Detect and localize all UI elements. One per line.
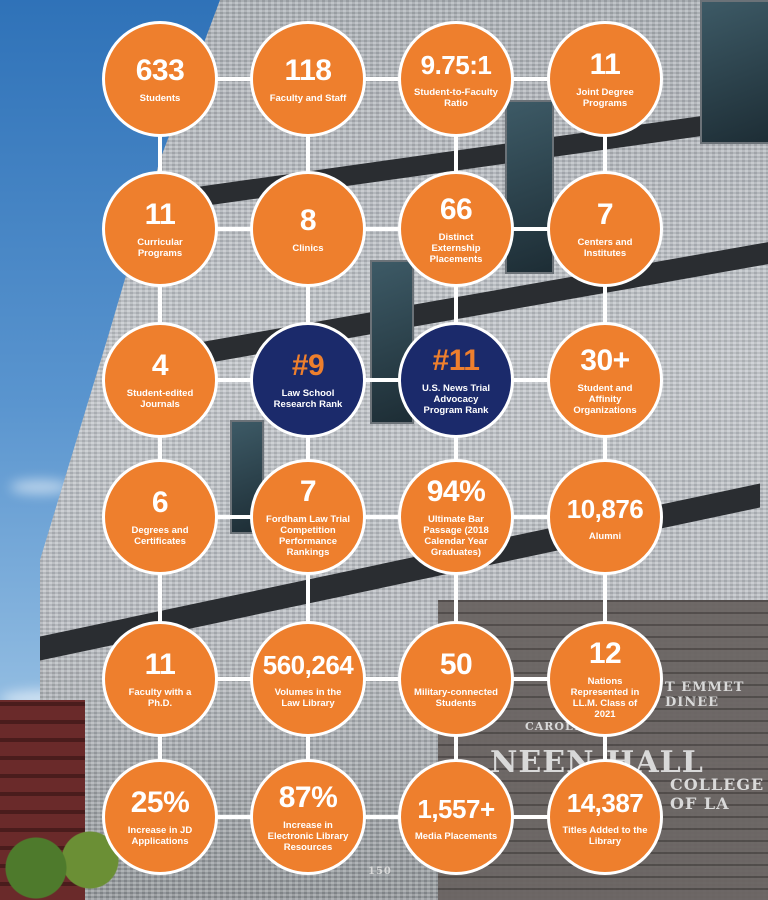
stat-label: Distinct Externship Placements bbox=[429, 231, 483, 265]
stat-label: Joint Degree Programs bbox=[576, 87, 634, 109]
stat-label: Student and Affinity Organizations bbox=[573, 382, 637, 416]
cloud bbox=[10, 480, 70, 494]
stat-label: Media Placements bbox=[414, 830, 498, 842]
stat-label: Student-to-Faculty Ratio bbox=[414, 87, 498, 109]
stat-circle: 12 Nations Represented in LL.M. Class of … bbox=[547, 621, 663, 737]
stat-circle: 10,876 Alumni bbox=[547, 459, 663, 575]
stat-value: 7 bbox=[299, 475, 317, 508]
stat-value: 30+ bbox=[580, 343, 630, 377]
stat-value: 12 bbox=[588, 637, 622, 670]
stat-circle: 4 Student-edited Journals bbox=[102, 322, 218, 438]
stat-circle: 7 Fordham Law Trial Competition Performan… bbox=[250, 459, 366, 575]
stat-label: Degrees and Certificates bbox=[131, 525, 189, 547]
stat-circle: 14,387 Titles Added to the Library bbox=[547, 759, 663, 875]
stat-circle: 6 Degrees and Certificates bbox=[102, 459, 218, 575]
stat-value: 560,264 bbox=[262, 650, 354, 680]
stat-circle: 11 Joint Degree Programs bbox=[547, 21, 663, 137]
stat-value: 10,876 bbox=[566, 493, 644, 524]
stat-circle: 66 Distinct Externship Placements bbox=[398, 171, 514, 287]
stat-value: 25% bbox=[130, 786, 190, 819]
stat-circle: 11 Curricular Programs bbox=[102, 171, 218, 287]
stat-value: 118 bbox=[284, 53, 332, 87]
stat-value: 1,557+ bbox=[417, 793, 495, 824]
stat-circle: 30+ Student and Affinity Organizations bbox=[547, 322, 663, 438]
stat-value: #9 bbox=[291, 349, 325, 382]
stat-value: 8 bbox=[299, 203, 317, 237]
stat-circle: 7 Centers and Institutes bbox=[547, 171, 663, 287]
stat-label: Faculty and Staff bbox=[269, 92, 347, 104]
stat-label: Centers and Institutes bbox=[577, 237, 633, 259]
stat-value: 94% bbox=[426, 475, 486, 508]
stat-circle: 8 Clinics bbox=[250, 171, 366, 287]
stat-value: 11 bbox=[144, 198, 176, 231]
stat-value: 14,387 bbox=[566, 788, 644, 818]
stat-circle: 560,264 Volumes in the Law Library bbox=[250, 621, 366, 737]
window bbox=[505, 100, 554, 274]
stat-label: U.S. News Trial Advocacy Program Rank bbox=[421, 382, 491, 416]
stat-label: Military-connected Students bbox=[414, 687, 498, 709]
stat-circle: 1,557+ Media Placements bbox=[398, 759, 514, 875]
stat-circle: #11 U.S. News Trial Advocacy Program Rank bbox=[398, 322, 514, 438]
stat-circle: 633 Students bbox=[102, 21, 218, 137]
stat-value: 50 bbox=[439, 648, 473, 681]
stat-label: Student-edited Journals bbox=[126, 388, 194, 410]
stat-value: 11 bbox=[144, 648, 176, 681]
stat-circle: 50 Military-connected Students bbox=[398, 621, 514, 737]
stat-circle: 87% Increase in Electronic Library Resour… bbox=[250, 759, 366, 875]
stat-label: Alumni bbox=[588, 530, 622, 542]
stat-circle: #9 Law School Research Rank bbox=[250, 322, 366, 438]
stat-circle: 11 Faculty with a Ph.D. bbox=[102, 621, 218, 737]
stat-value: 66 bbox=[439, 192, 473, 226]
stat-label: Students bbox=[139, 92, 181, 104]
sign-line: T EMMET DINEE bbox=[665, 680, 745, 710]
sign-number: 150 bbox=[368, 866, 392, 877]
stat-circle: 94% Ultimate Bar Passage (2018 Calendar Y… bbox=[398, 459, 514, 575]
stat-circle: 9.75:1 Student-to-Faculty Ratio bbox=[398, 21, 514, 137]
sign-line: COLLEGE OF LA bbox=[670, 775, 765, 813]
stat-value: 4 bbox=[151, 349, 169, 382]
stat-label: Volumes in the Law Library bbox=[274, 687, 342, 709]
trees bbox=[0, 820, 120, 900]
stat-label: Nations Represented in LL.M. Class of 20… bbox=[570, 676, 640, 720]
window bbox=[700, 0, 768, 144]
stat-value: 7 bbox=[596, 198, 614, 231]
stat-label: Law School Research Rank bbox=[273, 388, 343, 410]
stat-label: Curricular Programs bbox=[137, 237, 183, 259]
stat-label: Increase in Electronic Library Resources bbox=[267, 819, 349, 853]
stat-label: Increase in JD Applications bbox=[127, 825, 193, 847]
stat-circle: 25% Increase in JD Applications bbox=[102, 759, 218, 875]
stat-value: 9.75:1 bbox=[420, 50, 492, 80]
stat-value: 87% bbox=[278, 780, 338, 814]
stat-value: #11 bbox=[432, 343, 480, 377]
stat-label: Clinics bbox=[292, 242, 324, 254]
stat-value: 11 bbox=[589, 48, 621, 81]
stat-value: 6 bbox=[151, 486, 169, 519]
stat-circle: 118 Faculty and Staff bbox=[250, 21, 366, 137]
stat-label: Fordham Law Trial Competition Performanc… bbox=[266, 514, 350, 558]
stat-value: 633 bbox=[135, 53, 185, 87]
stat-label: Faculty with a Ph.D. bbox=[128, 687, 192, 709]
stat-label: Titles Added to the Library bbox=[562, 825, 648, 847]
stat-label: Ultimate Bar Passage (2018 Calendar Year… bbox=[423, 514, 489, 558]
